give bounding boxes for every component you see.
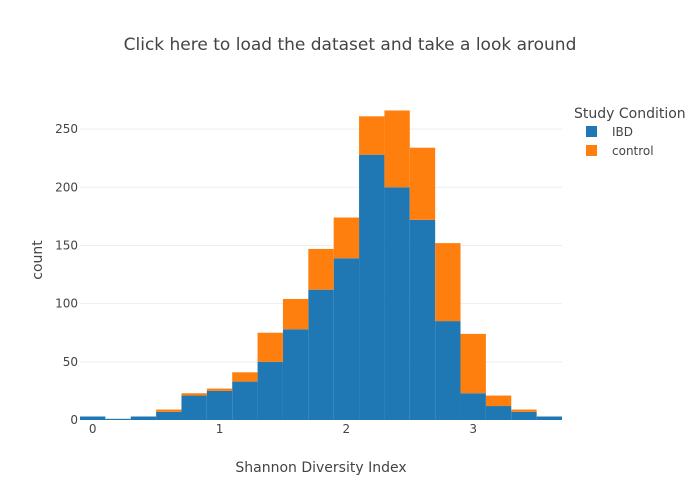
- histogram-bar-ibd[interactable]: [130, 416, 157, 420]
- histogram-bar-ibd[interactable]: [257, 361, 283, 420]
- histogram-bar-control[interactable]: [485, 395, 512, 407]
- histogram-bar-control[interactable]: [359, 116, 385, 155]
- x-tick-label: 3: [469, 422, 477, 436]
- histogram-bar-ibd[interactable]: [308, 289, 334, 420]
- histogram-bar-ibd[interactable]: [384, 187, 410, 420]
- histogram-bar-ibd[interactable]: [460, 393, 486, 420]
- histogram-bar-control[interactable]: [181, 393, 207, 396]
- y-axis-title: count: [30, 240, 46, 280]
- chart-title[interactable]: Click here to load the dataset and take …: [124, 35, 577, 55]
- histogram-bar-ibd[interactable]: [333, 258, 360, 420]
- y-tick-label: 250: [55, 122, 78, 136]
- histogram-bar-control[interactable]: [257, 332, 283, 362]
- histogram-bar-ibd[interactable]: [485, 406, 512, 420]
- histogram-bar-control[interactable]: [232, 372, 258, 382]
- histogram-bar-control[interactable]: [156, 409, 182, 412]
- legend-label-control[interactable]: control: [612, 144, 654, 158]
- histogram-bar-ibd[interactable]: [181, 395, 207, 420]
- histogram-bar-ibd[interactable]: [359, 154, 385, 420]
- histogram-bar-control[interactable]: [435, 243, 461, 322]
- x-tick-label: 1: [216, 422, 224, 436]
- histogram-bar-ibd[interactable]: [232, 381, 258, 420]
- histogram-bar-control[interactable]: [206, 388, 233, 391]
- histogram-bar-control[interactable]: [460, 333, 486, 394]
- y-tick-label: 100: [55, 297, 78, 311]
- y-tick-label: 200: [55, 180, 78, 194]
- histogram-bar-control[interactable]: [308, 248, 334, 290]
- histogram-bar-ibd[interactable]: [511, 411, 537, 420]
- x-tick-label: 2: [343, 422, 351, 436]
- x-axis-ticks: 0 1 2 3: [89, 422, 477, 436]
- histogram-bar-ibd[interactable]: [80, 416, 106, 420]
- legend: Study Condition IBD control: [574, 106, 686, 158]
- legend-label-ibd[interactable]: IBD: [612, 125, 633, 139]
- y-axis-ticks: 0 50 100 150 200 250: [55, 122, 78, 427]
- histogram-bar-ibd[interactable]: [536, 416, 562, 420]
- histogram-bar-control[interactable]: [409, 147, 436, 220]
- histogram-bar-control[interactable]: [511, 409, 537, 412]
- histogram-bar-control[interactable]: [282, 298, 309, 330]
- legend-title: Study Condition: [574, 106, 686, 122]
- histogram-bar-control[interactable]: [384, 110, 410, 188]
- y-tick-label: 0: [70, 413, 78, 427]
- histogram-bar-ibd[interactable]: [435, 321, 461, 420]
- x-axis-title: Shannon Diversity Index: [235, 460, 406, 476]
- y-tick-label: 50: [63, 355, 78, 369]
- legend-swatch-ibd[interactable]: [586, 126, 597, 137]
- histogram-bar-ibd[interactable]: [206, 390, 233, 420]
- histogram-bar-ibd[interactable]: [156, 411, 182, 420]
- legend-swatch-control[interactable]: [586, 145, 597, 156]
- x-tick-label: 0: [89, 422, 97, 436]
- histogram-bar-ibd[interactable]: [409, 219, 436, 420]
- histogram-bar-ibd[interactable]: [105, 418, 131, 420]
- y-tick-label: 150: [55, 238, 78, 252]
- bars: [80, 110, 562, 420]
- histogram-bar-control[interactable]: [333, 217, 360, 259]
- histogram-bar-ibd[interactable]: [282, 329, 309, 420]
